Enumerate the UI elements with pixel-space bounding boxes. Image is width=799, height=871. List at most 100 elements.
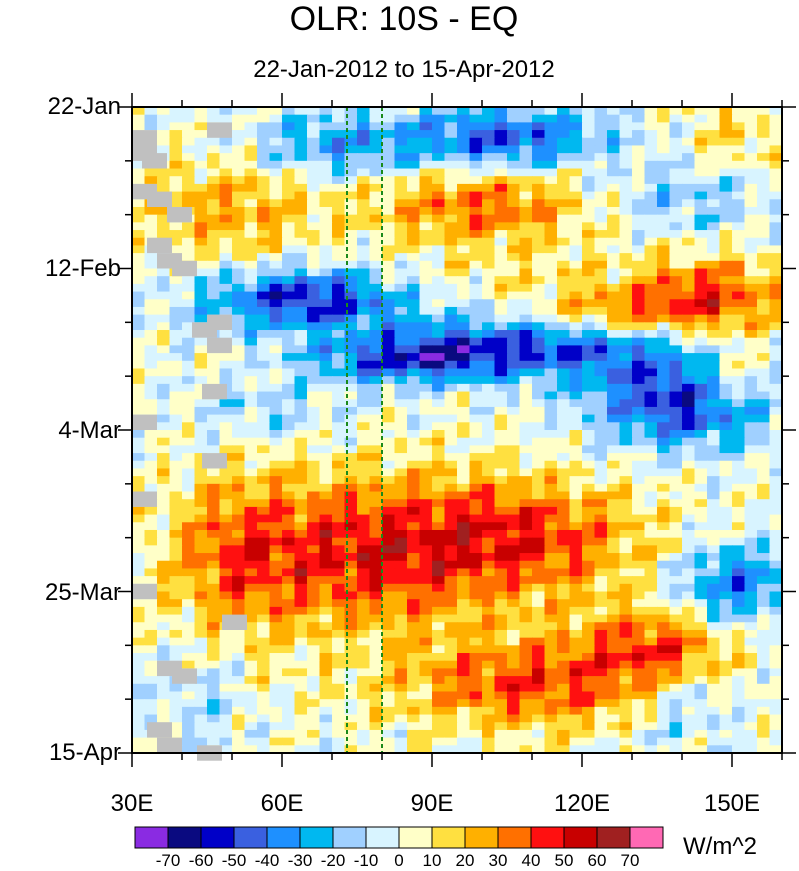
field-cell [757, 360, 771, 370]
field-cell [407, 622, 421, 631]
field-cell [582, 629, 596, 639]
field-cell [344, 614, 358, 623]
field-cell [144, 360, 158, 370]
field-cell [257, 137, 271, 147]
field-cell [557, 299, 571, 308]
field-cell [769, 283, 783, 293]
field-cell [682, 245, 696, 254]
field-cell [744, 283, 758, 293]
field-cell [719, 199, 733, 208]
field-cell [544, 137, 558, 147]
field-cell [169, 599, 183, 608]
field-cell [544, 622, 558, 631]
field-cell [232, 206, 246, 216]
field-cell [232, 430, 246, 439]
field-cell [632, 545, 646, 554]
field-cell [332, 306, 346, 316]
field-cell [769, 514, 783, 523]
field-cell [532, 668, 546, 677]
field-cell [369, 591, 383, 600]
field-cell [457, 606, 471, 616]
field-cell [232, 314, 246, 323]
field-cell [407, 560, 421, 570]
field-cell [694, 522, 708, 531]
field-cell [594, 376, 608, 385]
field-cell [469, 568, 483, 577]
field-cell [294, 383, 308, 393]
field-cell [244, 237, 258, 247]
field-cell [219, 560, 233, 570]
field-cell [632, 353, 646, 362]
field-cell [757, 253, 771, 262]
field-cell [457, 460, 471, 470]
field-cell [744, 137, 758, 147]
field-cell [482, 160, 496, 170]
field-cell [744, 583, 758, 593]
field-cell [194, 660, 208, 669]
field-cell [457, 699, 471, 708]
field-cell [282, 676, 296, 685]
field-cell [332, 545, 346, 554]
field-cell [232, 406, 246, 416]
field-cell [182, 537, 196, 546]
field-cell [407, 114, 421, 123]
field-cell [169, 222, 183, 231]
field-cell [657, 214, 671, 223]
field-cell [444, 391, 458, 400]
field-cell [482, 345, 496, 354]
field-cell [507, 545, 521, 554]
field-cell [569, 199, 583, 208]
field-cell [357, 322, 371, 331]
field-cell [469, 114, 483, 123]
field-cell [657, 160, 671, 170]
field-cell [369, 599, 383, 608]
field-cell [544, 114, 558, 123]
field-cell [457, 499, 471, 508]
field-cell [257, 330, 271, 339]
field-cell [369, 183, 383, 193]
field-cell [194, 683, 208, 693]
field-cell [632, 676, 646, 685]
field-cell [557, 399, 571, 408]
field-cell [557, 176, 571, 185]
field-cell [769, 299, 783, 308]
field-cell [669, 653, 683, 662]
field-cell [532, 214, 546, 223]
field-cell [669, 299, 683, 308]
field-cell [444, 660, 458, 669]
field-cell [482, 245, 496, 254]
field-cell [644, 529, 658, 539]
field-cell [382, 291, 396, 300]
field-cell [419, 614, 433, 623]
field-cell [594, 737, 608, 746]
field-cell [357, 691, 371, 700]
field-cell [544, 714, 558, 723]
field-cell [757, 606, 771, 616]
field-cell [157, 345, 171, 354]
field-cell [269, 637, 283, 646]
field-cell [469, 483, 483, 493]
field-cell [432, 529, 446, 539]
field-cell [207, 191, 221, 200]
field-cell [394, 568, 408, 577]
field-cell [332, 729, 346, 739]
field-cell [632, 160, 646, 170]
field-cell [769, 160, 783, 170]
field-cell [244, 545, 258, 554]
field-cell [569, 114, 583, 123]
field-cell [619, 268, 633, 277]
field-cell [644, 122, 658, 131]
anomaly-field [132, 107, 783, 754]
field-cell [357, 168, 371, 177]
field-cell [694, 653, 708, 662]
field-cell [269, 199, 283, 208]
field-cell [144, 214, 158, 223]
field-cell [344, 153, 358, 162]
field-cell [757, 737, 771, 746]
field-cell [594, 460, 608, 470]
field-cell [369, 745, 383, 754]
field-cell [744, 545, 758, 554]
field-cell [569, 107, 583, 116]
field-cell [507, 430, 521, 439]
field-cell [607, 306, 621, 316]
